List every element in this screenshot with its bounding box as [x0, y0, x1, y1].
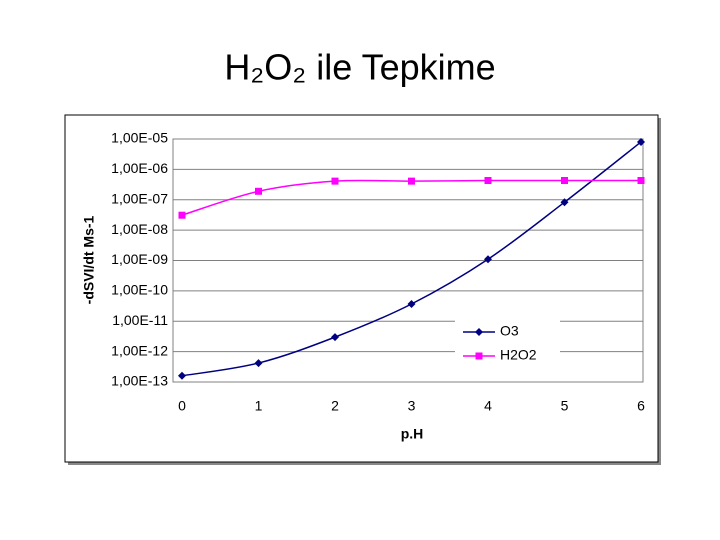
marker — [560, 198, 569, 207]
y-tick-label: 1,00E-06 — [111, 160, 168, 176]
marker — [331, 177, 339, 185]
y-axis-label: -dSVI/dt Ms-1 — [81, 215, 97, 304]
marker — [331, 333, 339, 342]
y-tick-label: 1,00E-12 — [111, 342, 168, 358]
marker — [637, 177, 645, 185]
y-tick-label: 1,00E-08 — [111, 221, 168, 237]
chart-title: H₂O₂ ile Tepkime — [224, 47, 495, 88]
y-tick-label: 1,00E-10 — [111, 282, 168, 298]
y-tick-label: 1,00E-07 — [111, 190, 168, 206]
marker — [255, 187, 262, 195]
marker — [484, 177, 492, 185]
y-tick-label: 1,00E-13 — [111, 373, 168, 389]
legend-marker — [475, 352, 483, 360]
legend-box — [455, 320, 560, 370]
marker — [484, 255, 492, 264]
legend-label: O3 — [500, 323, 519, 339]
marker — [561, 177, 568, 185]
legend-marker — [475, 328, 483, 336]
x-tick-label: 3 — [408, 398, 416, 414]
x-tick-label: 1 — [255, 398, 263, 414]
y-tick-label: 1,00E-09 — [111, 251, 168, 267]
marker — [254, 359, 263, 368]
y-tick-label: 1,00E-05 — [111, 130, 168, 146]
x-tick-label: 4 — [484, 398, 492, 414]
y-tick-label: 1,00E-11 — [112, 312, 168, 328]
x-tick-label: 6 — [637, 398, 645, 414]
x-tick-label: 5 — [561, 398, 569, 414]
legend-label: H2O2 — [500, 347, 537, 363]
x-tick-label: 0 — [178, 398, 186, 414]
marker — [407, 299, 416, 308]
marker — [178, 371, 186, 380]
x-axis-label: p.H — [401, 426, 424, 442]
marker — [178, 211, 186, 219]
marker — [408, 177, 415, 185]
marker — [637, 137, 645, 146]
x-tick-label: 2 — [331, 398, 339, 414]
